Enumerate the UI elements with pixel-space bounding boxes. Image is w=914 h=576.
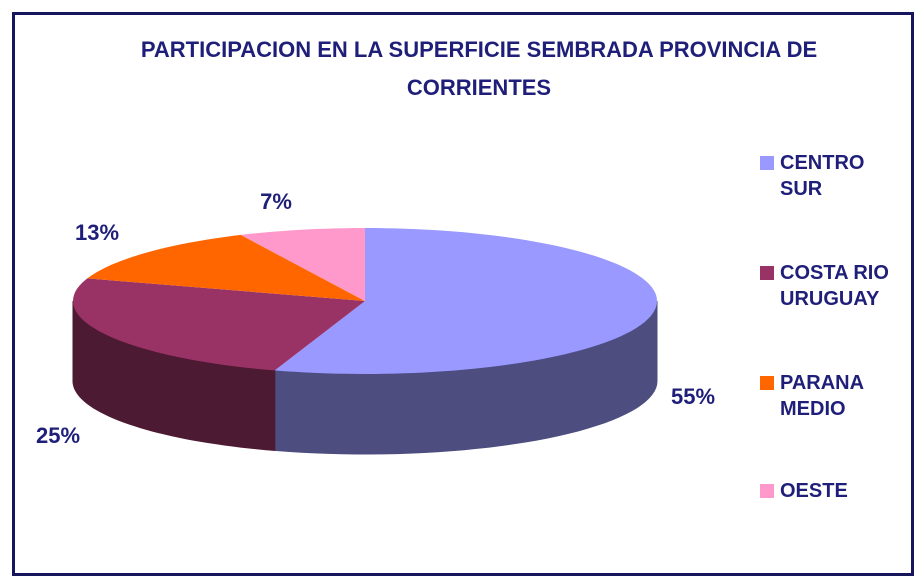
slice-side <box>72 300 276 451</box>
legend-swatch <box>760 266 774 280</box>
legend-swatch <box>760 376 774 390</box>
legend-label: COSTA RIO URUGUAY <box>780 262 889 310</box>
legend-swatch <box>760 484 774 498</box>
legend-swatch <box>760 156 774 170</box>
legend-label: PARANA MEDIO <box>780 372 864 420</box>
legend-label: OESTE <box>780 480 848 502</box>
data-label: 13% <box>75 220 119 245</box>
slice <box>274 228 657 374</box>
data-label: 25% <box>36 423 80 448</box>
data-label: 55% <box>671 384 715 409</box>
data-label: 7% <box>260 189 292 214</box>
chart-title: PARTICIPACION EN LA SUPERFICIE SEMBRADA … <box>140 37 818 100</box>
slice <box>87 234 366 301</box>
chart-frame <box>12 12 914 576</box>
slice <box>73 278 365 371</box>
slice <box>240 228 365 301</box>
legend-label: CENTRO SUR <box>780 152 865 200</box>
